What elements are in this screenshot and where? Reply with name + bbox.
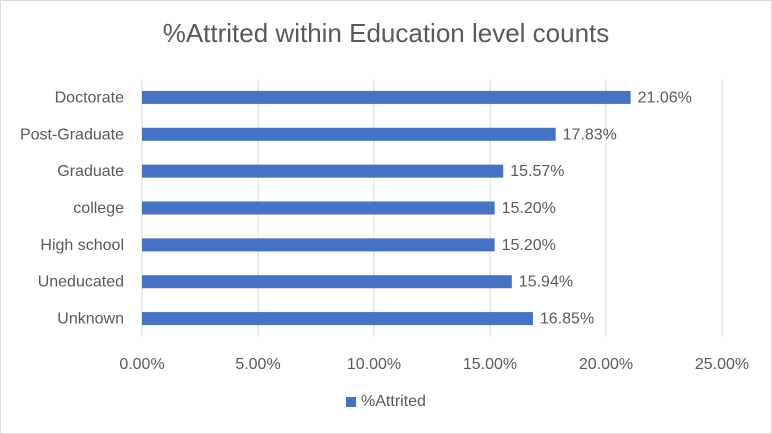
legend-label: %Attrited [361, 393, 426, 410]
x-tick-label: 20.00% [579, 356, 633, 373]
bar [142, 275, 512, 289]
x-tick-label: 15.00% [463, 356, 517, 373]
category-label: Post-Graduate [20, 126, 124, 143]
category-label: Graduate [57, 163, 124, 180]
data-label: 17.83% [563, 126, 617, 143]
bar [142, 312, 533, 326]
bar [142, 201, 495, 215]
data-label: 16.85% [540, 311, 594, 328]
data-label: 15.20% [502, 200, 556, 217]
category-label: Unknown [57, 311, 124, 328]
bar [142, 238, 495, 252]
bar [142, 164, 504, 178]
x-tick-label: 25.00% [695, 356, 749, 373]
x-tick-label: 10.00% [347, 356, 401, 373]
data-label: 15.57% [510, 163, 564, 180]
bar [142, 127, 556, 141]
data-label: 15.94% [519, 274, 573, 291]
data-label: 15.20% [502, 237, 556, 254]
legend-swatch [346, 397, 357, 407]
bar [142, 90, 631, 104]
category-label: Uneducated [38, 274, 124, 291]
category-label: college [73, 200, 124, 217]
x-tick-label: 5.00% [235, 356, 280, 373]
category-label: High school [40, 237, 124, 254]
category-label: Doctorate [55, 89, 124, 106]
data-label: 21.06% [638, 89, 692, 106]
legend: %Attrited [0, 393, 772, 411]
chart-title: %Attrited within Education level counts [162, 18, 610, 48]
x-tick-label: 0.00% [119, 356, 164, 373]
